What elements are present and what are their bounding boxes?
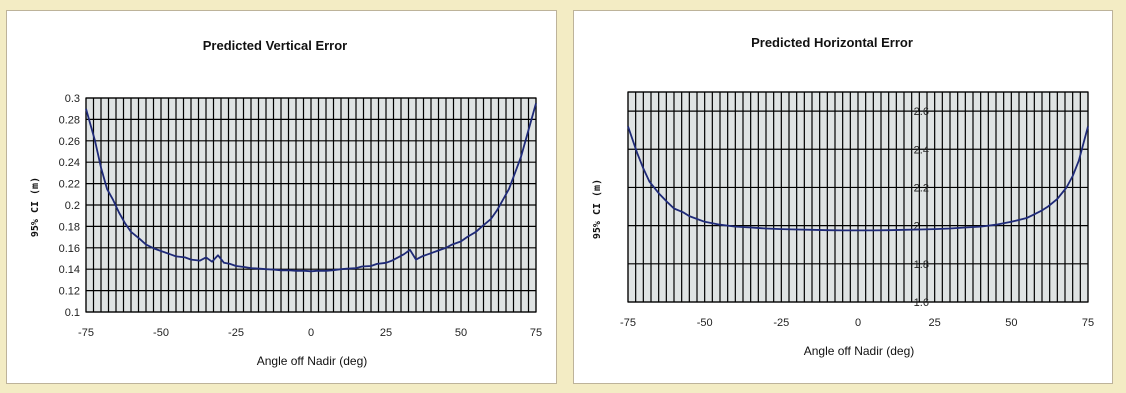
- y-tick-label: 2.4: [914, 144, 929, 156]
- y-tick-label: 0.28: [59, 114, 80, 126]
- y-tick-label: 1.8: [914, 259, 929, 271]
- vertical-error-chart: Predicted Vertical Error Angle off Nadir…: [30, 38, 542, 368]
- y-tick-label: 0.22: [59, 179, 80, 191]
- x-tick-label: -75: [78, 327, 94, 339]
- y-tick-label: 0.2: [65, 200, 80, 212]
- y-axis-label: 95% CI (m): [592, 179, 603, 239]
- y-tick-label: 0.16: [59, 243, 80, 255]
- y-tick-label: 0.12: [59, 286, 80, 298]
- x-tick-label: -75: [620, 317, 636, 329]
- x-tick-label: 50: [455, 327, 467, 339]
- x-tick-label: 25: [929, 317, 941, 329]
- chart-title: Predicted Horizontal Error: [751, 35, 913, 50]
- y-tick-label: 0.14: [59, 264, 80, 276]
- horizontal-error-chart: Predicted Horizontal Error Angle off Nad…: [592, 35, 1094, 358]
- y-tick-label: 0.18: [59, 221, 80, 233]
- series-line: [85, 103, 537, 273]
- x-tick-label: 50: [1005, 317, 1017, 329]
- y-tick-label: 0.3: [65, 93, 80, 105]
- x-tick-label: 25: [380, 327, 392, 339]
- horizontal-error-chart-panel: Predicted Horizontal Error Angle off Nad…: [573, 10, 1113, 384]
- x-tick-label: -50: [153, 327, 169, 339]
- y-tick-label: 0.1: [65, 307, 80, 319]
- x-tick-label: 0: [308, 327, 314, 339]
- plot-border: [85, 97, 537, 313]
- y-tick-label: 2.6: [914, 106, 929, 118]
- y-axis-label: 95% CI (m): [30, 177, 41, 237]
- x-axis-label: Angle off Nadir (deg): [257, 354, 368, 368]
- y-tick-label: 0.24: [59, 157, 80, 169]
- vertical-error-chart-panel: Predicted Vertical Error Angle off Nadir…: [6, 10, 557, 384]
- y-tick-label: 1.6: [914, 297, 929, 309]
- x-tick-label: 0: [855, 317, 861, 329]
- series-line: [627, 126, 1089, 232]
- x-tick-label: -25: [773, 317, 789, 329]
- x-tick-label: -50: [697, 317, 713, 329]
- x-tick-label: 75: [530, 327, 542, 339]
- y-tick-label: 2.2: [914, 182, 929, 194]
- x-axis-label: Angle off Nadir (deg): [804, 344, 915, 358]
- x-tick-label: 75: [1082, 317, 1094, 329]
- plot-border: [627, 91, 1089, 303]
- chart-title: Predicted Vertical Error: [203, 38, 348, 53]
- y-tick-label: 2: [914, 221, 920, 233]
- x-tick-label: -25: [228, 327, 244, 339]
- y-tick-label: 0.26: [59, 136, 80, 148]
